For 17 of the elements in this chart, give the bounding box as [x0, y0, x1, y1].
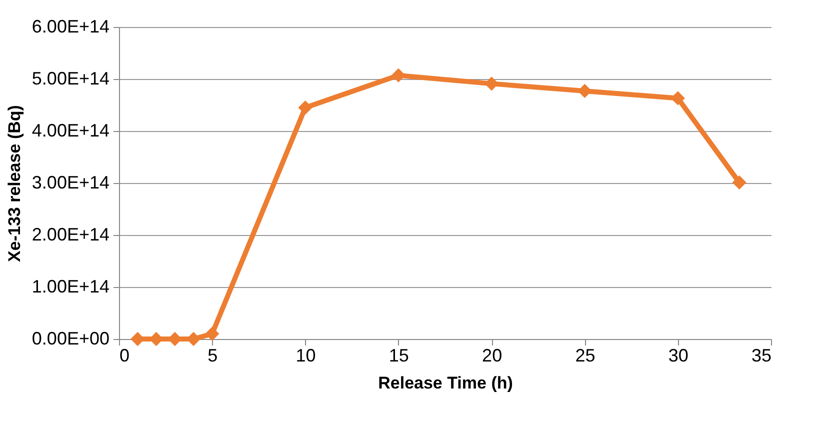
x-tick-label: 35 — [751, 346, 772, 366]
y-tick-label: 6.00E+14 — [32, 16, 110, 36]
y-tick-label: 3.00E+14 — [32, 172, 110, 192]
x-tick-label: 25 — [575, 346, 596, 366]
y-tick-label: 0.00E+00 — [32, 328, 110, 348]
y-tick-label: 4.00E+14 — [32, 120, 110, 140]
x-tick-label: 5 — [208, 346, 218, 366]
x-axis-title: Release Time (h) — [378, 374, 513, 392]
x-tick-label: 15 — [388, 346, 409, 366]
y-tick-label: 5.00E+14 — [32, 68, 110, 88]
x-tick-label: 30 — [668, 346, 688, 366]
x-tick-label: 20 — [482, 346, 502, 366]
y-axis-title: Xe-133 release (Bq) — [4, 105, 24, 262]
y-tick-label: 2.00E+14 — [32, 224, 110, 244]
x-tick-label: 0 — [120, 346, 130, 366]
y-tick-label: 1.00E+14 — [32, 276, 110, 296]
x-tick-label: 10 — [296, 346, 316, 366]
